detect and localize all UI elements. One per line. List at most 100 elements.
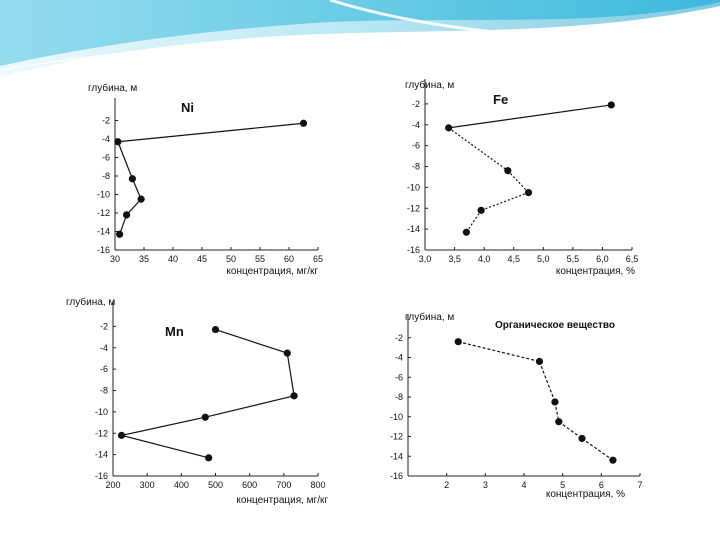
x-tick-label: 3,0 bbox=[419, 254, 432, 264]
x-tick-label: 30 bbox=[110, 254, 120, 264]
y-tick-label: -14 bbox=[95, 450, 108, 460]
x-tick-label: 2 bbox=[444, 480, 449, 490]
x-tick-label: 6,5 bbox=[626, 254, 639, 264]
series-line-segment bbox=[480, 192, 529, 211]
x-axis-label: концентрация, мг/кг bbox=[236, 495, 328, 506]
series-line-segment bbox=[117, 141, 133, 179]
series-line-segment bbox=[286, 352, 295, 396]
series-line-segment bbox=[448, 127, 509, 172]
x-axis-label: концентрация, мг/кг bbox=[226, 266, 318, 277]
y-axis-label: глубина, м bbox=[88, 82, 137, 94]
data-point bbox=[211, 325, 220, 334]
x-tick-label: 4 bbox=[521, 480, 526, 490]
data-point bbox=[128, 175, 136, 183]
y-tick-label: -4 bbox=[100, 343, 108, 353]
y-tick-label: -4 bbox=[102, 134, 110, 144]
x-tick-label: 5,0 bbox=[537, 254, 550, 264]
data-point bbox=[535, 357, 544, 366]
y-tick-label: -8 bbox=[100, 386, 108, 396]
data-point bbox=[445, 124, 453, 132]
chart-title: Mn bbox=[165, 324, 184, 339]
y-tick-label: -8 bbox=[102, 171, 110, 181]
y-tick-label: -16 bbox=[407, 245, 420, 255]
y-tick-label: -10 bbox=[390, 412, 403, 422]
y-tick-label: -12 bbox=[407, 203, 420, 213]
x-tick-label: 7 bbox=[637, 480, 642, 490]
x-tick-label: 35 bbox=[139, 254, 149, 264]
data-point bbox=[290, 392, 298, 400]
series-line-segment bbox=[117, 122, 304, 143]
y-tick-label: -2 bbox=[100, 321, 108, 331]
y-tick-label: -2 bbox=[102, 116, 110, 126]
data-point bbox=[524, 188, 533, 197]
x-tick-label: 5,5 bbox=[567, 254, 580, 264]
y-tick-label: -2 bbox=[412, 99, 420, 109]
chart-title: Fe bbox=[493, 92, 508, 107]
data-point bbox=[609, 456, 617, 464]
x-tick-label: 55 bbox=[255, 254, 265, 264]
data-point bbox=[117, 431, 126, 439]
y-tick-label: -4 bbox=[412, 120, 420, 130]
series-line-segment bbox=[448, 104, 612, 129]
y-tick-label: -12 bbox=[95, 428, 108, 438]
x-tick-label: 400 bbox=[174, 480, 189, 490]
y-tick-label: -12 bbox=[390, 432, 403, 442]
x-axis-label: концентрация, % bbox=[556, 266, 635, 277]
y-tick-label: -6 bbox=[102, 153, 110, 163]
y-tick-label: -10 bbox=[407, 182, 420, 192]
x-tick-label: 3 bbox=[483, 480, 488, 490]
data-point bbox=[283, 349, 291, 357]
y-axis-label: глубина, м bbox=[405, 79, 454, 91]
x-tick-label: 50 bbox=[226, 254, 236, 264]
series-line-segment bbox=[121, 434, 209, 459]
data-point bbox=[454, 338, 462, 346]
x-tick-label: 6 bbox=[599, 480, 604, 490]
y-tick-label: -14 bbox=[97, 227, 110, 237]
data-point bbox=[477, 206, 485, 214]
y-tick-label: -2 bbox=[395, 333, 403, 343]
data-point bbox=[504, 167, 512, 175]
series-line-segment bbox=[205, 395, 295, 418]
y-axis-label: глубина, м bbox=[66, 296, 115, 308]
y-tick-label: -16 bbox=[95, 471, 108, 481]
x-tick-label: 6,0 bbox=[596, 254, 609, 264]
series-line-segment bbox=[121, 416, 206, 436]
chart-title: Органическое вещество bbox=[495, 320, 615, 331]
y-tick-label: -10 bbox=[97, 190, 110, 200]
series-line-segment bbox=[581, 437, 614, 461]
x-tick-label: 5 bbox=[560, 480, 565, 490]
y-tick-label: -8 bbox=[395, 392, 403, 402]
data-point bbox=[462, 228, 470, 236]
x-tick-label: 600 bbox=[242, 480, 257, 490]
y-tick-label: -12 bbox=[97, 208, 110, 218]
header-swoosh-decoration bbox=[0, 0, 720, 78]
x-tick-label: 200 bbox=[105, 480, 120, 490]
series-line-segment bbox=[507, 170, 529, 194]
data-point bbox=[578, 434, 586, 443]
x-tick-label: 40 bbox=[168, 254, 178, 264]
x-tick-label: 3,5 bbox=[448, 254, 461, 264]
x-tick-label: 700 bbox=[276, 480, 291, 490]
y-tick-label: -6 bbox=[412, 141, 420, 151]
data-point bbox=[137, 195, 145, 203]
chart-title: Ni bbox=[181, 100, 194, 115]
x-tick-label: 500 bbox=[208, 480, 223, 490]
series-line-segment bbox=[215, 329, 288, 354]
y-tick-label: -4 bbox=[395, 353, 403, 363]
y-tick-label: -10 bbox=[95, 407, 108, 417]
data-point bbox=[555, 418, 563, 426]
x-tick-label: 65 bbox=[313, 254, 323, 264]
data-point bbox=[299, 119, 308, 127]
series-line-segment bbox=[465, 210, 482, 233]
data-point bbox=[114, 138, 122, 146]
x-tick-label: 4,0 bbox=[478, 254, 491, 264]
series-line-segment bbox=[538, 361, 556, 403]
data-point bbox=[205, 454, 213, 462]
data-point bbox=[201, 413, 209, 421]
